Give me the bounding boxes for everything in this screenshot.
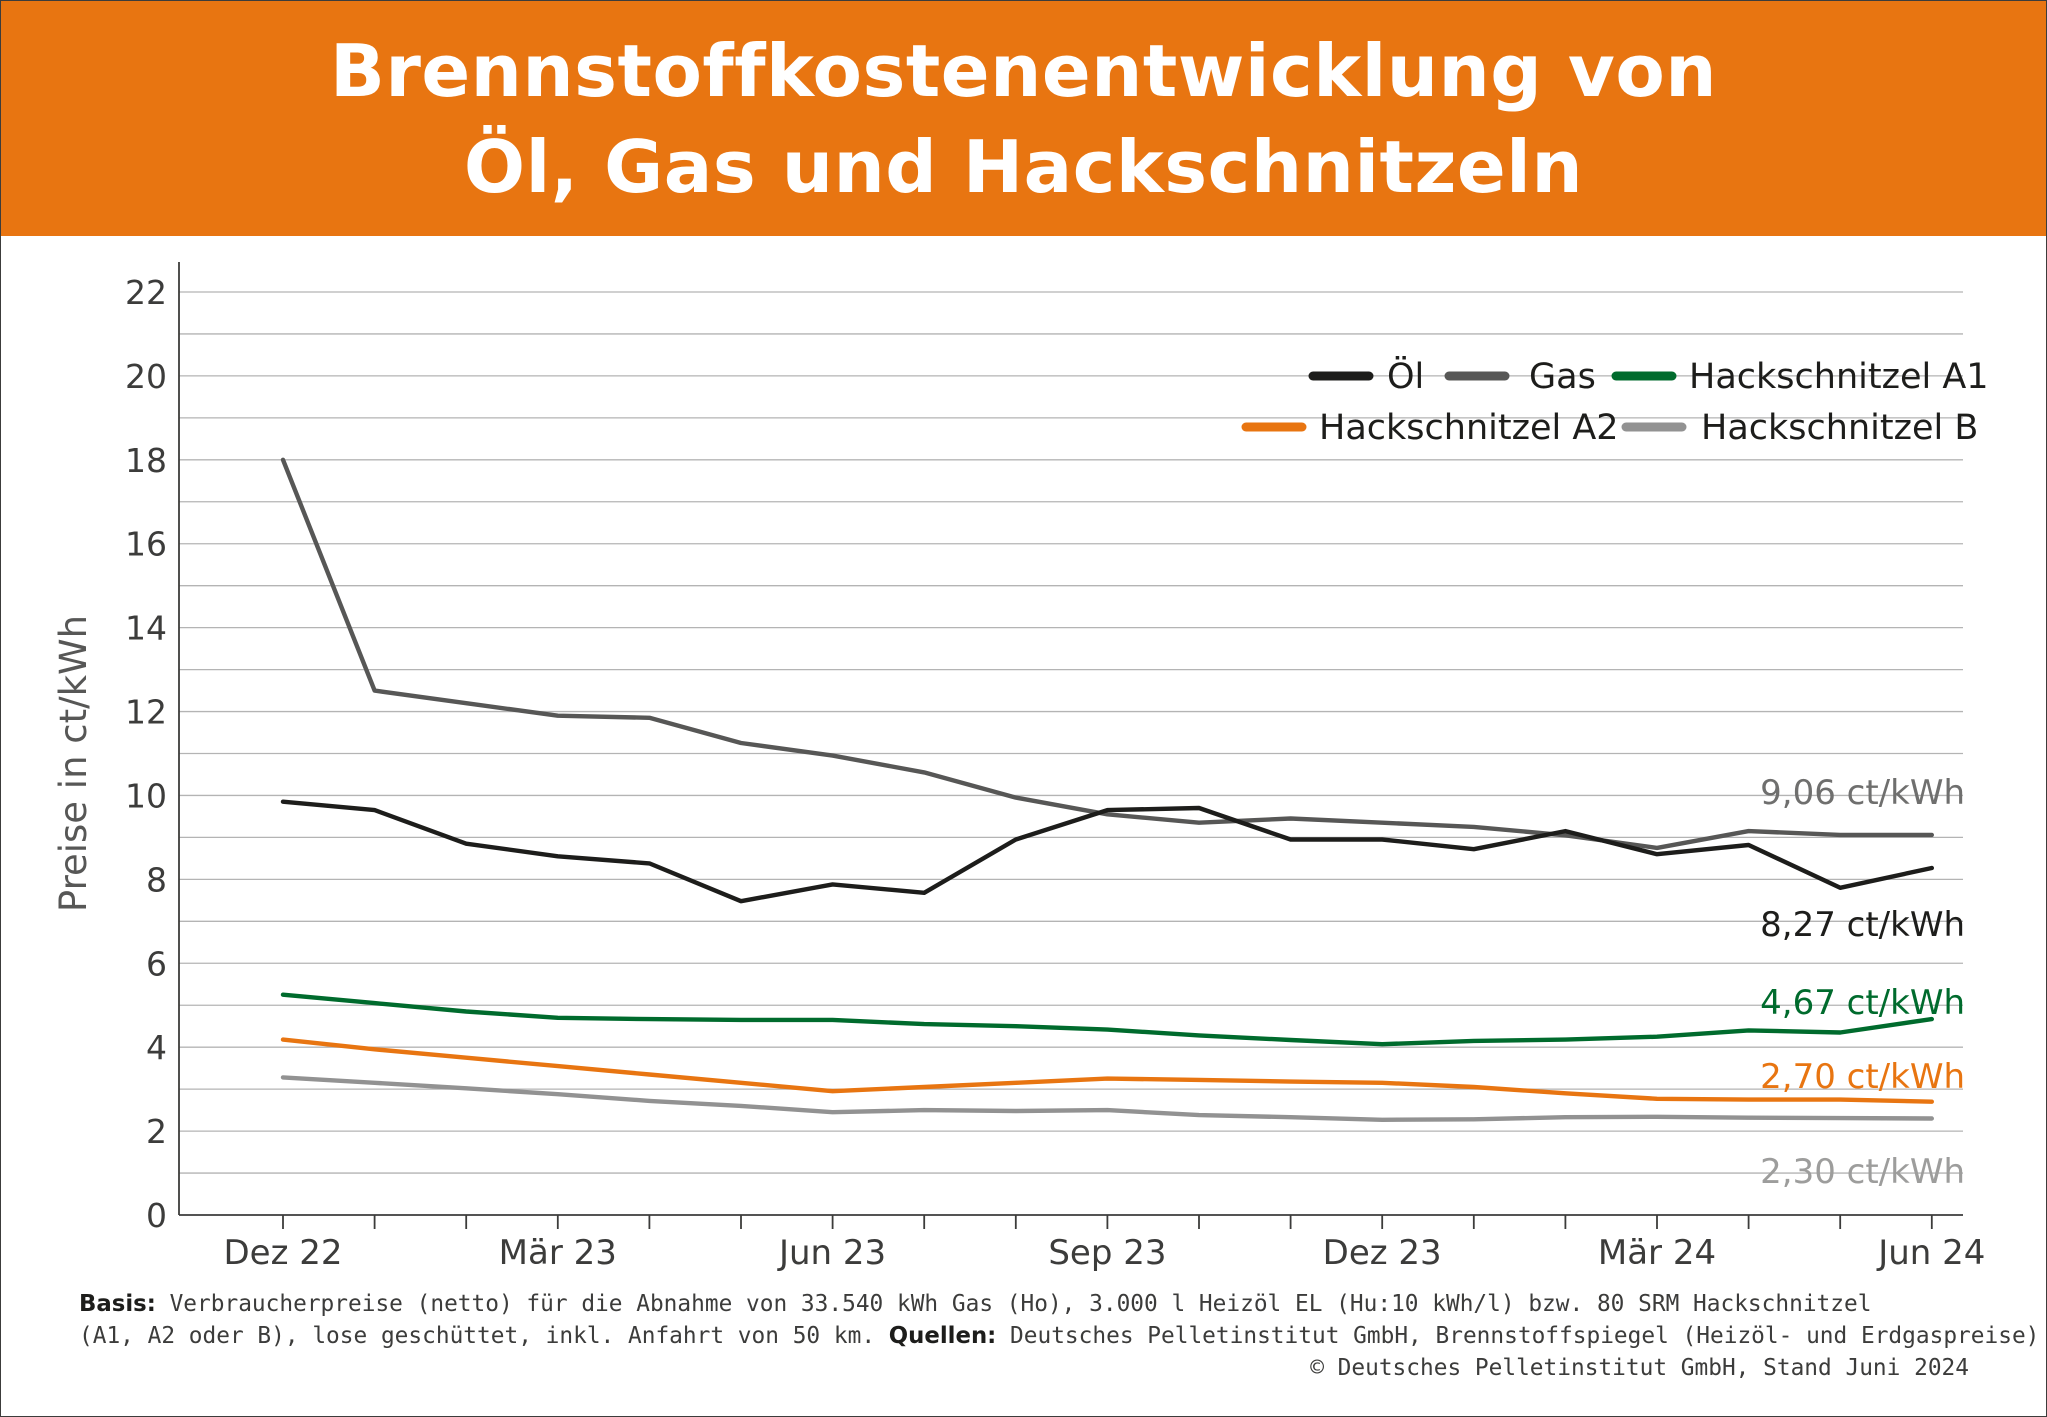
y-tick-label: 14	[125, 609, 167, 648]
line-chart: 0 2 4 6 8 10 12 14 16 18 20 22 Dez 22 Mär 23 Jun 23 Sep…	[52, 262, 1989, 1273]
series-line-0	[280, 799, 1935, 904]
x-tick-label: Mär 23	[499, 1233, 617, 1273]
y-tick-label: 4	[146, 1028, 167, 1067]
y-tick-label: 6	[146, 944, 167, 983]
legend-label: Hackschnitzel B	[1701, 408, 1978, 448]
y-tick-label: 22	[125, 273, 167, 312]
chart-title-line-1: Brennstoffkostenentwicklung von	[329, 28, 1718, 113]
x-tick-label: Dez 23	[1323, 1233, 1442, 1273]
sources-label: Quellen:	[888, 1323, 997, 1349]
x-tick-label: Sep 23	[1048, 1233, 1166, 1273]
end-value-label: 9,06 ct/kWh	[1760, 773, 1965, 813]
x-tick-label: Jun 24	[1876, 1233, 1985, 1273]
end-value-label: 8,27 ct/kWh	[1760, 905, 1965, 945]
y-tick-label: 8	[146, 860, 167, 899]
y-tick-label: 16	[125, 525, 167, 564]
basis-label: Basis:	[79, 1291, 156, 1317]
y-axis-title: Preise in ct/kWh	[52, 615, 95, 912]
x-tick-label: Dez 22	[223, 1233, 342, 1273]
title-banner: Brennstoffkostenentwicklung von Öl, Gas …	[1, 1, 2046, 236]
legend-label: Gas	[1529, 357, 1596, 397]
y-tick-label: 20	[125, 357, 167, 396]
basis-text-continued: (A1, A2 oder B), lose geschüttet, inkl. …	[79, 1323, 889, 1349]
series-line-4	[280, 1075, 1935, 1122]
legend-label: Öl	[1387, 355, 1424, 397]
legend-label: Hackschnitzel A2	[1319, 408, 1619, 448]
series-line-2	[280, 992, 1935, 1047]
footnote-line-2: (A1, A2 oder B), lose geschüttet, inkl. …	[79, 1320, 2039, 1352]
chart-title-line-2: Öl, Gas und Hackschnitzeln	[463, 124, 1584, 209]
footnote: Basis: Verbraucherpreise (netto) für die…	[79, 1288, 2039, 1384]
x-tick-label: Jun 23	[777, 1233, 886, 1273]
y-tick-label: 10	[125, 776, 167, 815]
series-line-3	[280, 1037, 1935, 1104]
sources-text: Deutsches Pelletinstitut GmbH, Brennstof…	[996, 1323, 2040, 1349]
copyright-line: © Deutsches Pelletinstitut GmbH, Stand J…	[1310, 1355, 1969, 1381]
x-tick-label: Mär 24	[1598, 1233, 1716, 1273]
series-line-1	[280, 457, 1935, 851]
end-value-label: 4,67 ct/kWh	[1760, 983, 1965, 1023]
y-tick-label: 2	[146, 1112, 167, 1151]
end-value-label: 2,70 ct/kWh	[1760, 1057, 1965, 1097]
basis-text: Verbraucherpreise (netto) für die Abnahm…	[155, 1291, 1872, 1317]
y-tick-label: 12	[125, 693, 167, 732]
y-tick-label: 0	[146, 1196, 167, 1235]
y-tick-label: 18	[125, 441, 167, 480]
legend-label: Hackschnitzel A1	[1689, 357, 1989, 397]
end-value-label: 2,30 ct/kWh	[1760, 1152, 1965, 1192]
footnote-line-1: Basis: Verbraucherpreise (netto) für die…	[79, 1288, 1969, 1320]
